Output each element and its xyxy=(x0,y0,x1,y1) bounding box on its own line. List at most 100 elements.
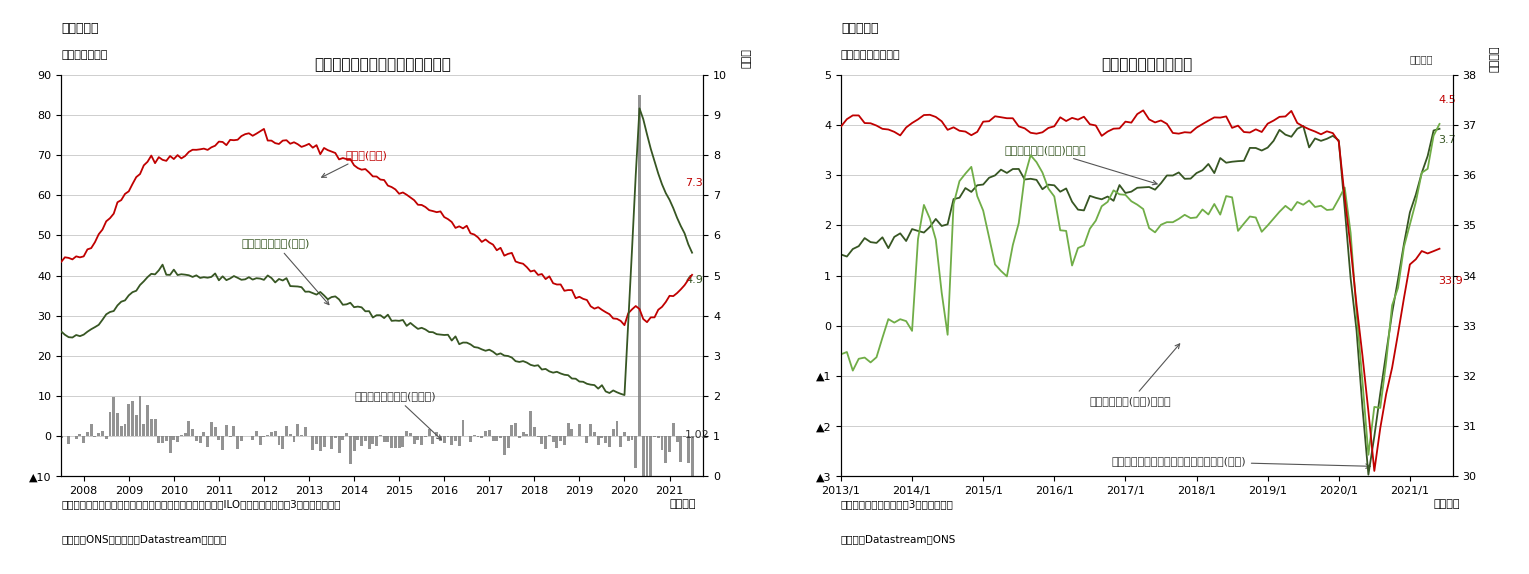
Text: 週当たり賃金(名目)伸び率: 週当たり賃金(名目)伸び率 xyxy=(1005,145,1157,185)
Bar xyxy=(498,436,502,439)
Bar xyxy=(635,436,638,468)
Bar xyxy=(506,436,509,448)
Title: 英国の失業保険申請件数、失業率: 英国の失業保険申請件数、失業率 xyxy=(313,57,451,72)
Bar xyxy=(552,436,555,443)
Bar xyxy=(387,436,390,441)
Bar xyxy=(485,431,488,436)
Bar xyxy=(176,436,179,443)
Text: （月次）: （月次） xyxy=(670,499,696,509)
Bar xyxy=(364,436,367,441)
Bar xyxy=(333,436,336,437)
Bar xyxy=(258,436,261,445)
Bar xyxy=(112,397,115,436)
Text: 失業保険申請件数(前月差): 失業保険申請件数(前月差) xyxy=(355,391,442,440)
Text: 33.9: 33.9 xyxy=(1439,276,1463,285)
Bar xyxy=(511,425,514,436)
Text: フルタイム労働者の週当たり労働時間(右軸): フルタイム労働者の週当たり労働時間(右軸) xyxy=(1112,456,1370,468)
Bar xyxy=(49,434,52,436)
Bar xyxy=(593,432,596,436)
Bar xyxy=(567,422,570,436)
Bar xyxy=(232,426,235,436)
Bar xyxy=(78,433,81,436)
Bar xyxy=(199,436,202,444)
Bar xyxy=(472,435,476,436)
Bar xyxy=(75,436,78,439)
Bar xyxy=(297,424,300,436)
Bar xyxy=(341,436,344,440)
Bar xyxy=(570,429,573,436)
Bar xyxy=(518,436,521,438)
Text: 申請件数の割合(右軸): 申請件数の割合(右軸) xyxy=(242,238,329,305)
Bar xyxy=(119,426,122,436)
Bar xyxy=(645,436,648,517)
Bar xyxy=(116,413,119,436)
Bar xyxy=(147,405,148,436)
Bar xyxy=(555,436,558,448)
Bar xyxy=(173,436,176,440)
Bar xyxy=(142,424,145,436)
Text: （月次）: （月次） xyxy=(1434,499,1460,509)
Bar xyxy=(431,436,434,444)
Bar xyxy=(180,435,183,436)
Bar xyxy=(586,436,589,443)
Bar xyxy=(153,418,156,436)
Bar xyxy=(491,436,494,440)
Bar xyxy=(596,436,599,445)
Text: （前年同期比、％）: （前年同期比、％） xyxy=(841,51,901,60)
Bar xyxy=(124,424,127,436)
Bar xyxy=(135,415,138,436)
Bar xyxy=(375,436,378,445)
Bar xyxy=(480,436,483,438)
Bar xyxy=(668,436,671,452)
Bar xyxy=(83,436,86,443)
Bar xyxy=(428,429,431,436)
Bar xyxy=(330,436,333,449)
Bar xyxy=(209,421,213,436)
Bar xyxy=(379,435,382,436)
Bar xyxy=(289,433,292,436)
Bar xyxy=(188,421,190,436)
Text: 1.02: 1.02 xyxy=(685,430,709,440)
Text: （図表２）: （図表２） xyxy=(841,22,879,36)
Bar xyxy=(446,436,450,437)
Bar xyxy=(86,432,89,436)
Bar xyxy=(266,435,269,436)
Bar xyxy=(676,436,679,443)
Bar xyxy=(255,431,258,436)
Bar xyxy=(413,436,416,444)
Bar xyxy=(106,436,107,440)
Bar xyxy=(315,436,318,444)
Bar xyxy=(346,433,349,436)
Bar xyxy=(183,433,187,436)
Bar xyxy=(349,436,352,464)
Bar xyxy=(165,436,168,441)
Bar xyxy=(60,436,63,437)
Bar xyxy=(312,436,315,449)
Text: 4.9: 4.9 xyxy=(685,274,703,285)
Bar xyxy=(454,436,457,441)
Bar xyxy=(353,436,356,451)
Text: 3.7: 3.7 xyxy=(1439,135,1456,145)
Bar xyxy=(661,436,664,450)
Bar xyxy=(405,431,408,436)
Bar xyxy=(691,436,694,489)
Bar xyxy=(263,436,266,437)
Bar xyxy=(612,429,615,436)
Bar xyxy=(687,436,690,463)
Bar xyxy=(52,424,55,436)
Text: 失業率(右軸): 失業率(右軸) xyxy=(321,150,387,177)
Bar xyxy=(609,436,612,447)
Bar xyxy=(589,424,592,436)
Bar xyxy=(131,401,135,436)
Bar xyxy=(338,436,341,453)
Bar xyxy=(372,436,375,444)
Bar xyxy=(503,436,506,455)
Bar xyxy=(390,436,393,448)
Bar xyxy=(526,434,529,436)
Text: （資料）Datastream、ONS: （資料）Datastream、ONS xyxy=(841,534,956,544)
Bar xyxy=(638,95,641,436)
Bar xyxy=(642,436,645,537)
Text: 4.5: 4.5 xyxy=(1439,95,1456,104)
Bar xyxy=(563,436,566,445)
Bar xyxy=(469,436,472,442)
